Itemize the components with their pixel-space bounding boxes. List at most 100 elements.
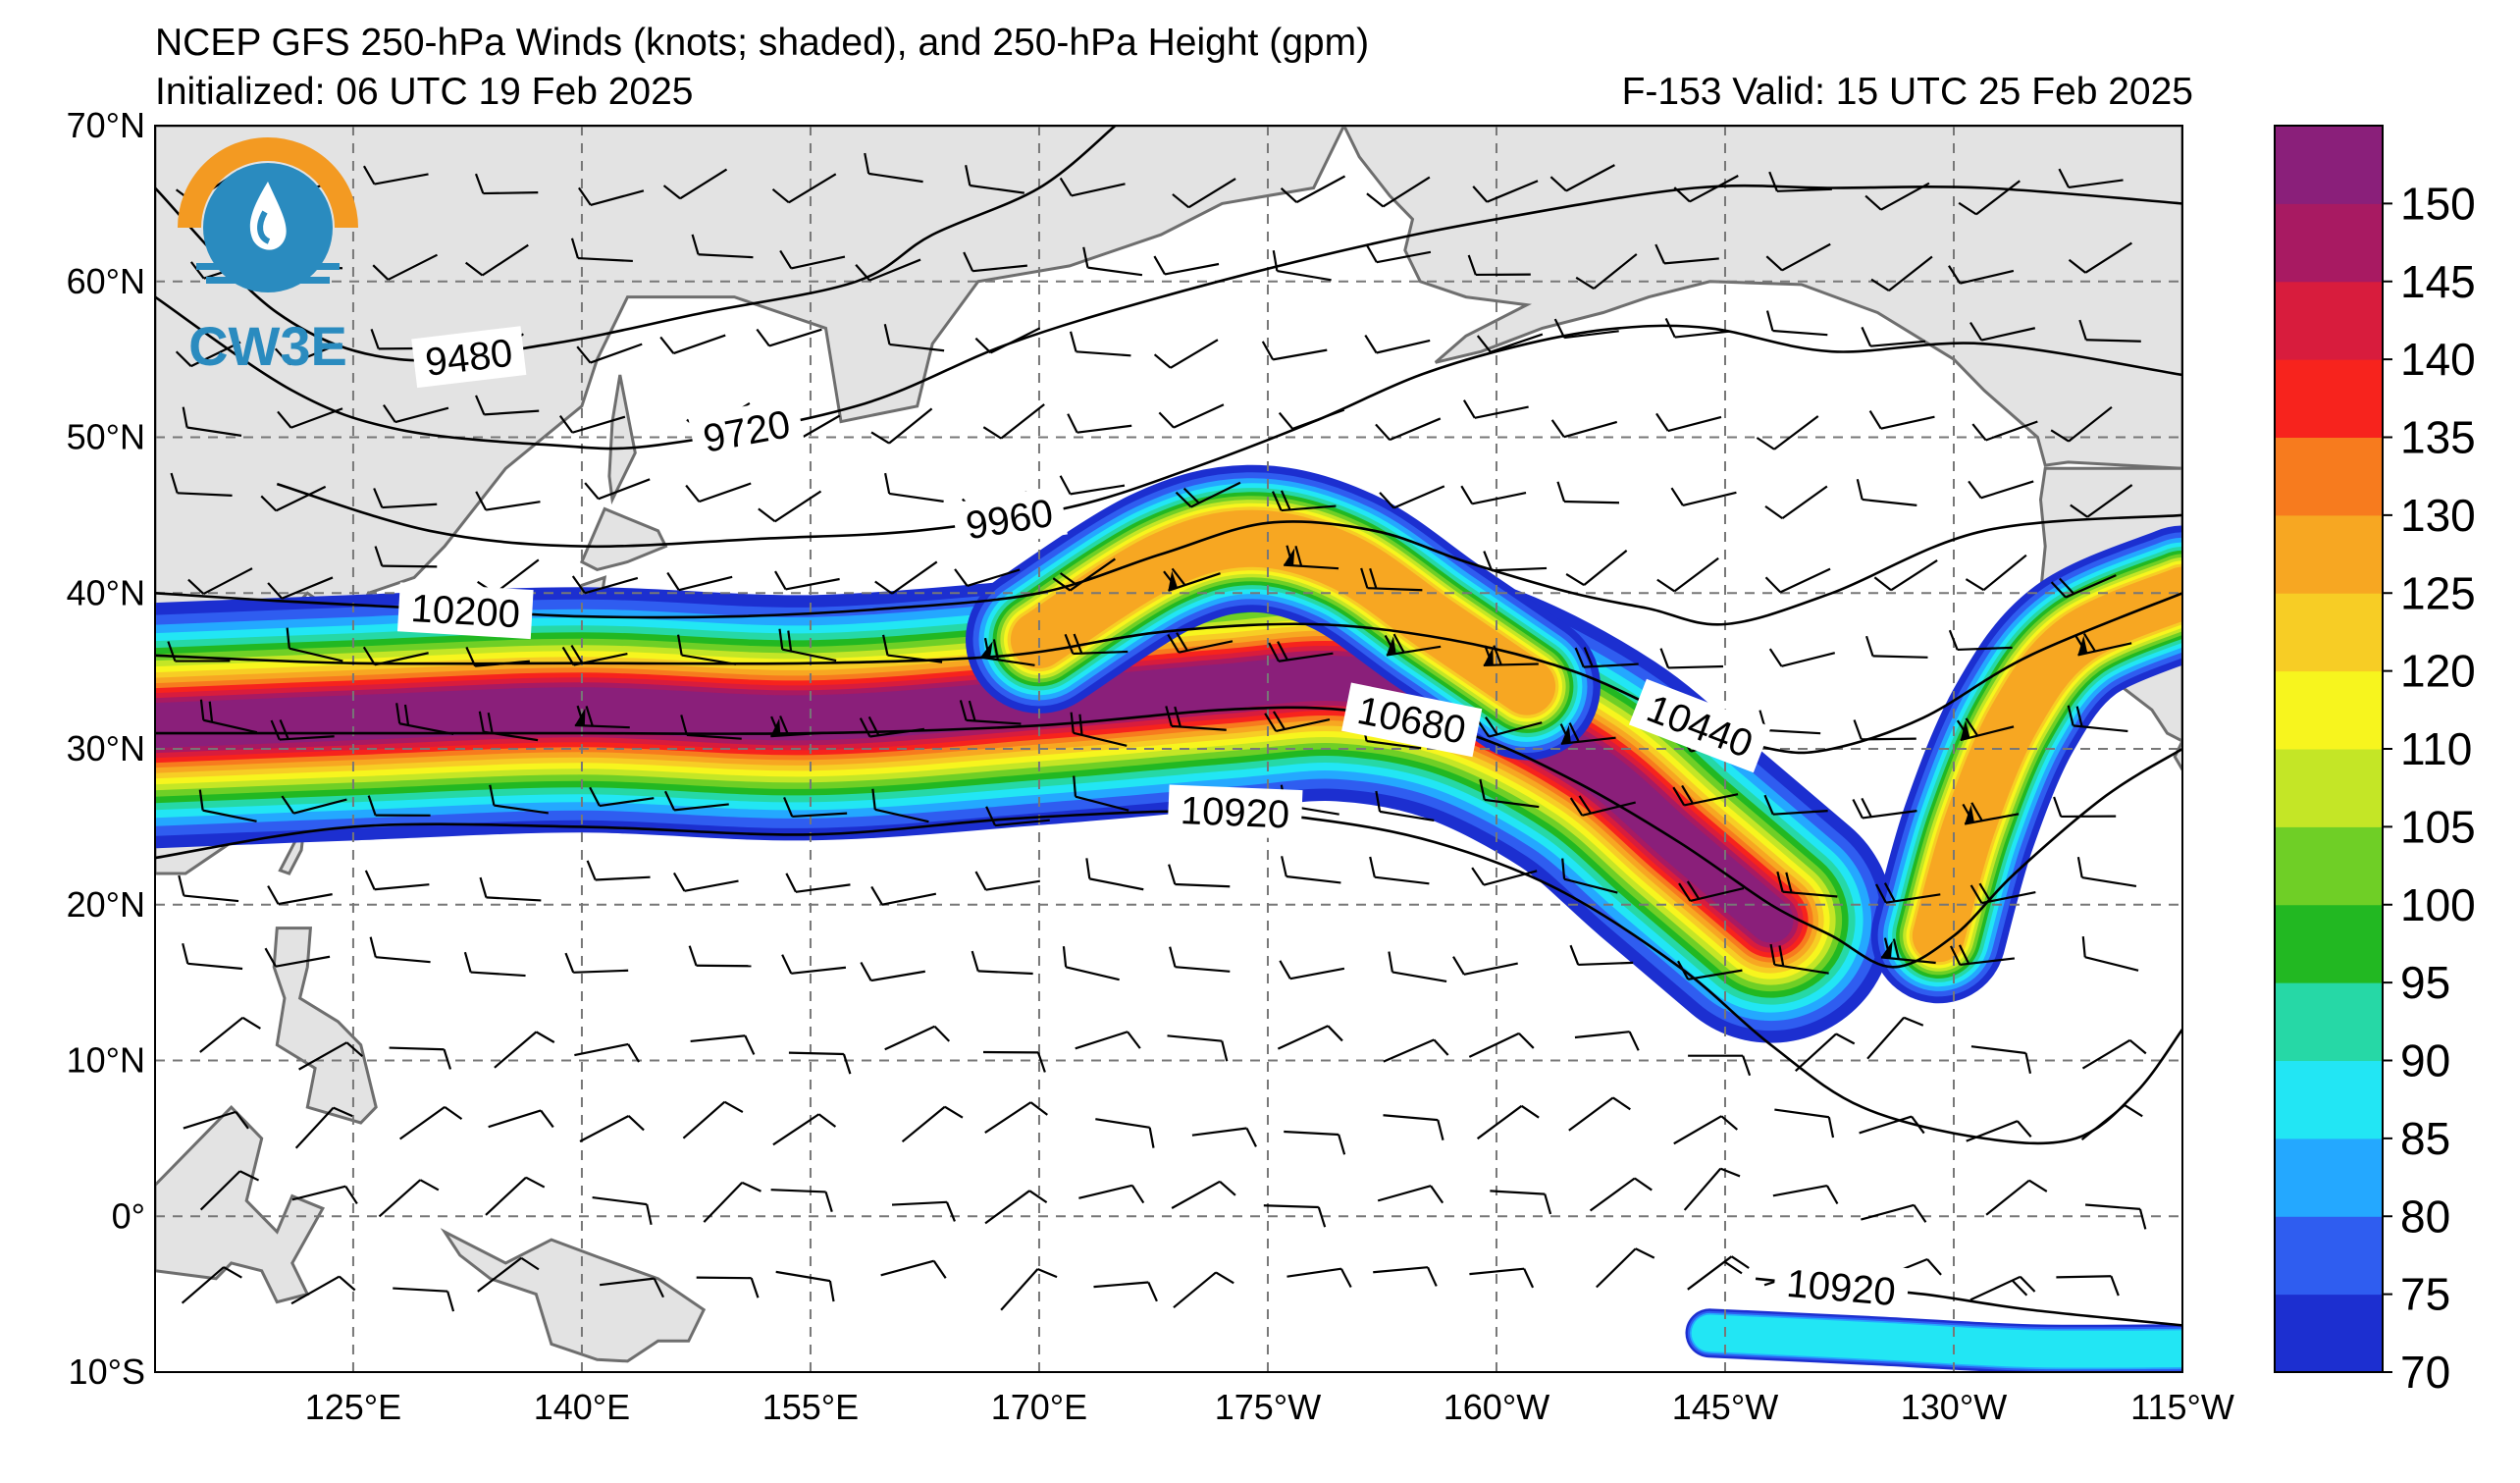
wind-barb-shaft	[1781, 242, 1831, 272]
wind-barb-shaft	[1560, 736, 1616, 745]
colorbar-swatch	[2275, 749, 2383, 827]
wind-barb-feather	[685, 484, 701, 503]
wind-barb	[599, 1277, 664, 1298]
wind-barb	[1468, 1032, 1535, 1058]
wind-barb	[1286, 1267, 1352, 1289]
wind-barb	[264, 947, 331, 968]
wind-barb-shaft	[1469, 1267, 1525, 1276]
jet-streak-ridge	[966, 464, 1601, 761]
wind-barb-shaft	[1075, 1031, 1129, 1050]
colorbar-label: 70	[2400, 1347, 2450, 1398]
wind-barb	[785, 873, 851, 893]
wind-barb	[871, 788, 929, 823]
wind-barb-feather	[1673, 186, 1691, 203]
wind-barb-shaft	[1178, 640, 1234, 654]
wind-barb-shaft	[1376, 339, 1431, 354]
wind-barb-feather	[2020, 1276, 2036, 1293]
wind-barb-feather	[1686, 880, 1701, 900]
wind-barb-shaft	[595, 875, 651, 881]
wind-barb-shaft	[1275, 718, 1331, 732]
wind-speed-band	[155, 655, 1794, 943]
wind-barb-shaft	[181, 1266, 225, 1304]
wind-barb	[982, 1050, 1046, 1073]
wind-barb-feather	[646, 1203, 653, 1226]
wind-barb-shaft	[177, 492, 233, 497]
wind-barb-shaft	[1389, 417, 1442, 442]
wind-barb-shaft	[682, 1100, 726, 1139]
wind-barb-shaft	[1463, 962, 1518, 976]
wind-barb-feather	[463, 951, 472, 973]
wind-barb-feather	[968, 700, 976, 721]
wind-barb-feather	[785, 873, 797, 893]
wind-barb	[758, 490, 822, 523]
wind-barb-feather	[691, 234, 700, 255]
wind-barb-feather	[974, 337, 992, 354]
wind-barb	[2068, 241, 2132, 274]
wind-barb	[891, 1200, 956, 1222]
wind-barb	[1052, 557, 1116, 592]
wind-barb-feather	[1484, 645, 1494, 666]
wind-barb-shaft	[1373, 1266, 1429, 1274]
wind-barb	[1173, 1271, 1234, 1309]
wind-barb	[1764, 485, 1828, 519]
wind-barb-feather	[778, 628, 784, 650]
wind-barb-feather	[1067, 413, 1078, 434]
wind-barb	[291, 1185, 358, 1205]
wind-barb-feather	[1069, 331, 1077, 352]
wind-barb-feather	[1926, 1258, 1942, 1276]
wind-barb-feather	[985, 806, 997, 826]
wind-barb-feather	[1970, 802, 1983, 821]
wind-barb-feather	[182, 406, 188, 428]
wind-barb	[1859, 1115, 1925, 1135]
wind-barb-feather	[1059, 475, 1072, 495]
wind-barb-feather	[882, 634, 889, 656]
wind-barb	[1191, 1127, 1257, 1147]
wind-barb-shaft	[1781, 485, 1828, 519]
wind-barb-feather	[478, 711, 485, 732]
wind-barb	[884, 1025, 951, 1051]
wind-barb	[855, 258, 921, 282]
wind-barb-feather	[756, 328, 770, 347]
wind-barb-feather	[1763, 794, 1774, 816]
wind-barb-shaft	[1366, 740, 1422, 750]
wind-barb-shaft	[382, 503, 438, 509]
wind-barb-shaft	[970, 184, 1024, 194]
wind-barb-feather	[2058, 168, 2071, 188]
colorbar-swatch	[2275, 904, 2383, 983]
wind-barb-feather	[1366, 192, 1385, 208]
wind-barb	[1756, 415, 1819, 450]
wind-barb-feather	[1169, 946, 1177, 968]
wind-barb-shaft	[1969, 1275, 2021, 1301]
wind-barb-shaft	[679, 168, 728, 200]
wind-speed-shading	[155, 464, 2182, 1372]
wind-barb	[1966, 1120, 2032, 1142]
wind-barb	[294, 1106, 353, 1149]
wind-barb	[770, 1189, 833, 1213]
wind-barb-feather	[1856, 479, 1864, 501]
wind-barb-shaft	[289, 343, 341, 366]
wind-barb	[463, 951, 526, 978]
contour-label-background	[951, 485, 1068, 553]
wind-barb	[475, 395, 540, 416]
wind-barb-shaft	[1583, 550, 1628, 586]
wind-barb-shaft	[977, 970, 1033, 976]
lat-tick-label: 0°	[112, 1195, 145, 1236]
wind-barb-feather	[1659, 648, 1670, 668]
wind-barb-shaft	[1862, 810, 1917, 820]
wind-barb	[395, 703, 454, 736]
wind-barb	[1169, 946, 1231, 973]
wind-barb-shaft	[1960, 957, 2016, 967]
wind-barb-feather	[1375, 790, 1382, 813]
wind-barb-feather	[627, 1043, 641, 1063]
wind-barb	[984, 1190, 1048, 1225]
wind-barb-shaft	[592, 1195, 648, 1206]
wind-barb-feather	[1958, 201, 1977, 216]
wind-barb	[1278, 408, 1345, 431]
wind-barb-shaft	[1888, 255, 1933, 291]
contour-label-background	[411, 326, 527, 389]
colorbar-swatch	[2275, 514, 2383, 594]
wind-barb-shaft	[1093, 1281, 1149, 1289]
wind-barb	[772, 1113, 837, 1146]
wind-barb	[383, 403, 449, 424]
wind-barb-shaft	[202, 567, 253, 596]
